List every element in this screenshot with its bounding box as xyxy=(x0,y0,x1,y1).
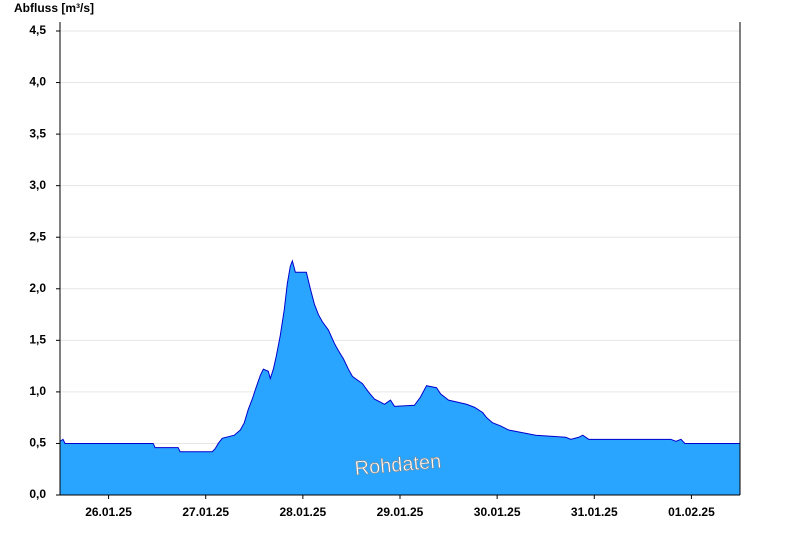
y-tick-label: 3,5 xyxy=(29,126,46,140)
x-tick-label: 01.02.25 xyxy=(668,505,715,519)
y-tick-label: 4,5 xyxy=(29,23,46,37)
y-tick-label: 2,5 xyxy=(29,229,46,243)
y-tick-label: 4,0 xyxy=(29,75,46,89)
y-tick-label: 0,0 xyxy=(29,487,46,501)
x-tick-label: 27.01.25 xyxy=(182,505,229,519)
x-tick-label: 30.01.25 xyxy=(474,505,521,519)
x-tick-label: 31.01.25 xyxy=(571,505,618,519)
y-tick-label: 3,0 xyxy=(29,178,46,192)
y-tick-label: 0,5 xyxy=(29,436,46,450)
y-tick-label: 1,5 xyxy=(29,333,46,347)
x-tick-label: 28.01.25 xyxy=(279,505,326,519)
x-tick-label: 26.01.25 xyxy=(85,505,132,519)
line xyxy=(59,259,740,453)
y-axis-title: Abfluss [m³/s] xyxy=(14,1,94,15)
x-tick-label: 29.01.25 xyxy=(377,505,424,519)
y-tick-label: 2,0 xyxy=(29,281,46,295)
y-tick-label: 1,0 xyxy=(29,384,46,398)
